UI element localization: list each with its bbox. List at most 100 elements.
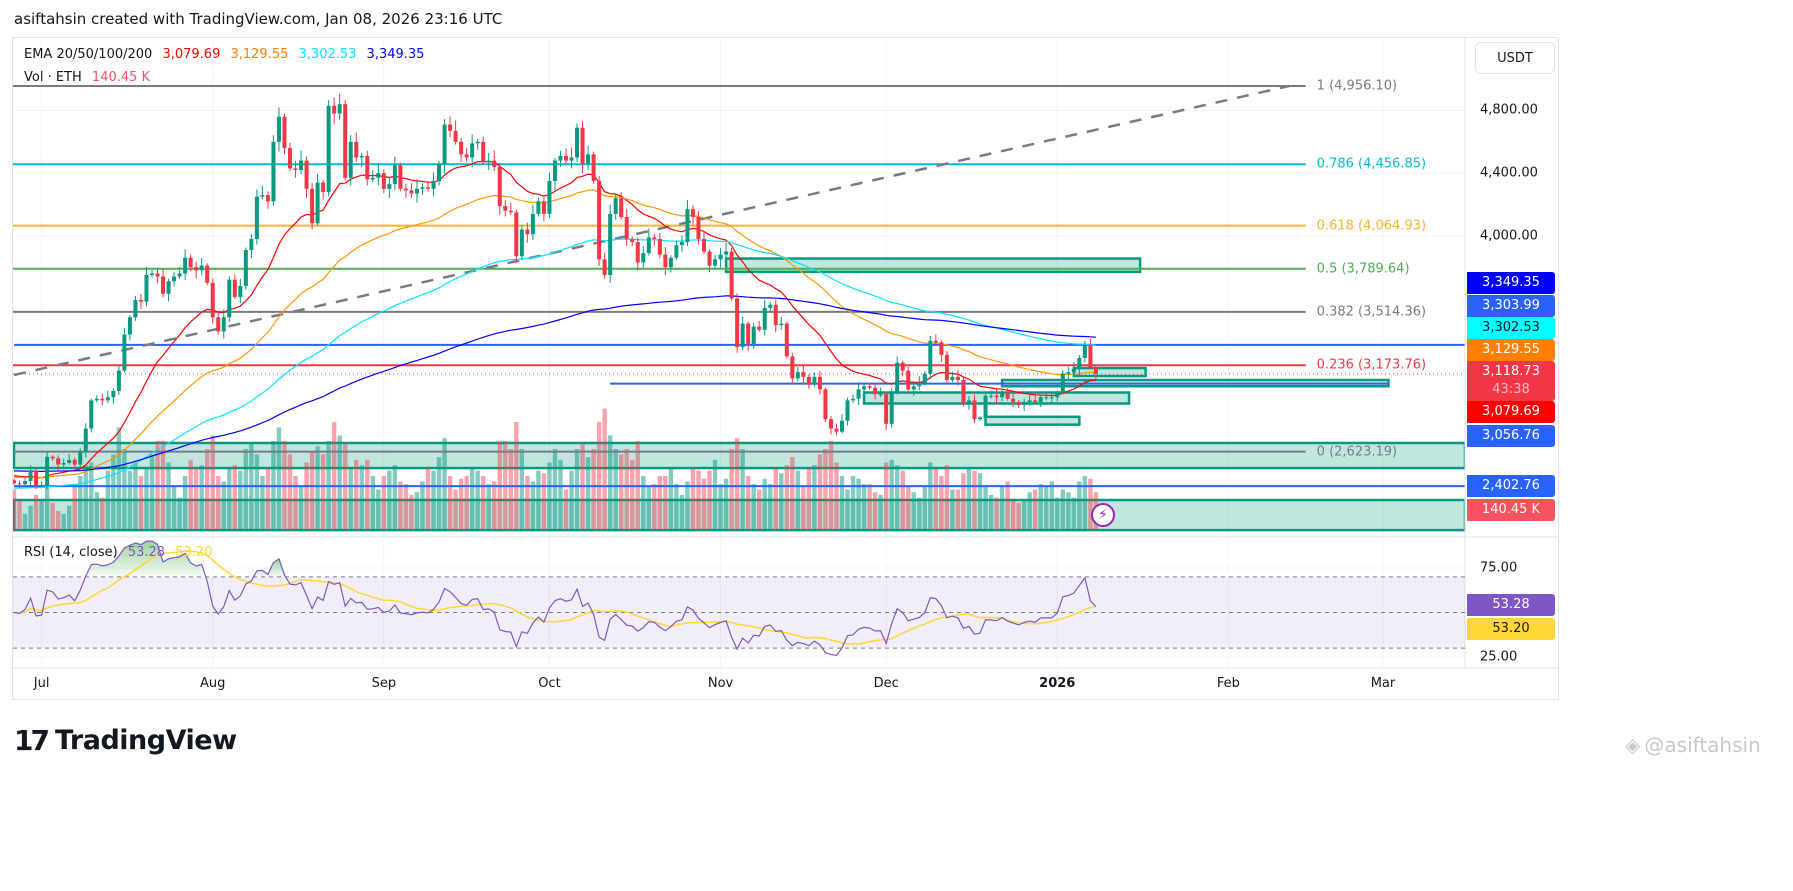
volume-bar (784, 465, 789, 530)
volume-bar (387, 470, 392, 530)
volume-bar (67, 505, 72, 530)
volume-bar (431, 470, 436, 530)
candle (530, 204, 535, 240)
volume-bar (867, 484, 872, 530)
volume-bar (977, 473, 983, 530)
candle (304, 156, 309, 198)
candle (459, 137, 464, 163)
candle-body (718, 254, 723, 260)
volume-bar (1033, 489, 1038, 530)
candle (840, 414, 844, 434)
candle (795, 366, 800, 382)
volume-legend[interactable]: Vol · ETH 140.45 K (24, 70, 156, 85)
volume-bar (999, 486, 1005, 530)
candle-body (900, 362, 905, 371)
candle (420, 183, 425, 195)
ema-legend[interactable]: EMA 20/50/100/200 3,079.69 3,129.55 3,30… (24, 47, 430, 62)
volume-bar (630, 459, 635, 530)
last-price-label: 3,118.73 43:38 (1467, 361, 1555, 401)
lightning-icon[interactable]: ⚡ (1091, 503, 1115, 527)
candle-body (442, 124, 447, 164)
rsi-ma-value: 53.20 (175, 545, 213, 560)
candle-body (144, 274, 149, 302)
volume-bar (745, 476, 751, 530)
candle (265, 191, 270, 209)
candle (878, 387, 883, 398)
candle-body (724, 251, 729, 255)
candle (481, 136, 486, 165)
candle-body (56, 458, 61, 465)
volume-bar (492, 481, 497, 530)
volume-bar (679, 494, 685, 530)
candle-body (580, 127, 585, 164)
candle (696, 211, 701, 245)
rsi-legend[interactable]: RSI (14, close) 53.28 53.20 (24, 545, 218, 560)
volume-bar (403, 484, 409, 530)
candle-body (133, 300, 138, 318)
candle (100, 393, 105, 406)
tradingview-logo[interactable]: 17 TradingView (14, 724, 237, 757)
volume-bar (674, 484, 679, 530)
volume-bar (287, 454, 293, 530)
rsi-pane[interactable] (13, 540, 1465, 656)
candle (61, 458, 66, 469)
candle-body (503, 206, 508, 211)
volume-bar (193, 467, 199, 530)
candle (442, 119, 447, 174)
candle (889, 388, 894, 428)
candle-body (13, 480, 16, 484)
volume-bar (878, 494, 883, 530)
candle (72, 457, 77, 470)
hline-price-label: 2,402.76 (1467, 475, 1555, 497)
ema50-line (13, 189, 1096, 479)
candle (34, 468, 39, 490)
candle-body (862, 386, 867, 390)
volume-bar (1077, 481, 1082, 530)
candle-body (895, 362, 900, 393)
candle (1082, 340, 1087, 363)
rsi-overbought-fill (85, 541, 202, 577)
ema200-line (13, 295, 1096, 473)
volume-bar (988, 494, 994, 530)
candle (1027, 395, 1032, 406)
candle (56, 455, 61, 471)
candle (293, 160, 298, 178)
candle-body (23, 481, 28, 485)
volume-bar (1060, 489, 1065, 530)
candle-body (497, 166, 502, 207)
volume-bar (933, 467, 939, 530)
price-pane[interactable] (12, 84, 1465, 532)
fib-level-label: 0.5 (3,789.64) (1316, 261, 1410, 277)
volume-bar (315, 446, 320, 530)
hline-price-label: 3,056.76 (1467, 425, 1555, 447)
candle-body (61, 463, 66, 465)
tradingview-logo-icon: 17 (14, 724, 50, 757)
volume-bar (381, 476, 387, 530)
volume-bar (304, 462, 309, 530)
candle (679, 235, 684, 253)
currency-button[interactable]: USDT (1475, 42, 1555, 74)
candle (503, 200, 508, 217)
candle-body (177, 273, 182, 277)
candle (917, 376, 922, 391)
last-price: 3,118.73 (1482, 364, 1540, 379)
volume-bar (872, 492, 878, 530)
candle (845, 397, 850, 426)
volume-bar (436, 457, 442, 530)
candle (823, 387, 828, 422)
candle (83, 423, 88, 458)
candle (13, 478, 16, 485)
candle (961, 377, 966, 407)
volume-bar (790, 457, 795, 530)
candle (751, 322, 756, 349)
candle-body (939, 342, 944, 355)
candle-body (221, 317, 226, 332)
candle-body (768, 304, 773, 308)
candle (762, 299, 767, 336)
candle-body (928, 340, 933, 374)
volume-bar (961, 473, 966, 530)
candle-body (260, 195, 265, 197)
candle (773, 299, 778, 333)
candle (966, 396, 971, 410)
